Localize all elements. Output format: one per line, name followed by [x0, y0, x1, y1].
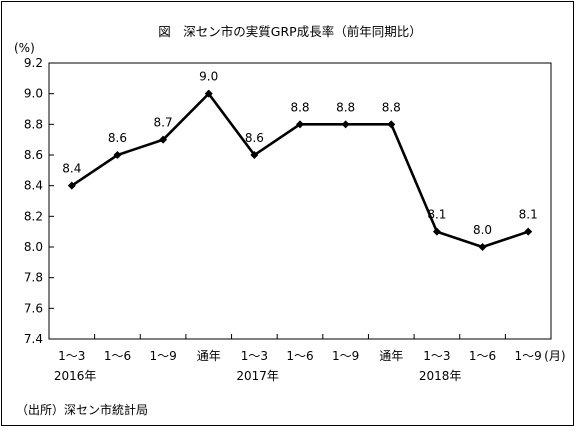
data-point-marker: [204, 89, 213, 98]
plot-area: [48, 62, 552, 340]
y-tick-label: 9.2: [24, 56, 43, 70]
x-tick-label: 通年: [197, 349, 221, 363]
data-label: 8.6: [108, 131, 127, 145]
data-point-marker: [296, 120, 304, 129]
data-label: 8.4: [62, 162, 81, 176]
y-tick-label: 8.0: [24, 240, 43, 254]
x-tick-label: 1～6: [104, 349, 131, 363]
y-tick-label: 8.4: [24, 179, 43, 193]
y-tick-label: 7.8: [24, 271, 43, 285]
data-point-marker: [250, 151, 259, 159]
x-axis-unit-label: (月): [544, 349, 565, 363]
x-tick-label: 1～9: [332, 349, 359, 363]
data-label: 8.1: [427, 208, 446, 222]
y-axis: 9.2 9.0 8.8 8.6 8.4 8.2 8.0 7.8 7.6 7.4: [24, 56, 54, 346]
y-tick-label: 7.4: [24, 332, 43, 346]
data-point-marker: [341, 120, 350, 129]
chart-title: 図 深セン市の実質GRP成長率（前年同期比）: [158, 24, 421, 39]
x-tick-label: 1～3: [423, 349, 450, 363]
data-point-marker: [478, 243, 487, 251]
data-point-marker: [159, 135, 168, 144]
source-note: （出所）深セン市統計局: [16, 402, 148, 417]
data-label: 8.7: [154, 116, 173, 130]
year-label: 2016年: [54, 369, 97, 383]
data-label: 8.8: [382, 100, 401, 114]
data-label: 9.0: [199, 70, 218, 84]
data-point-marker: [524, 227, 533, 236]
y-axis-unit-label: (%): [14, 41, 35, 55]
y-tick-label: 8.8: [24, 117, 43, 131]
x-tick-label: 通年: [379, 349, 403, 363]
data-point-marker: [113, 151, 122, 159]
x-axis: 1～3 1～6 1～9 通年 1～3 1～6 1～9 通年 1～3 1～6 1～9 (月)2016年 2…: [54, 334, 566, 383]
data-label: 8.8: [290, 100, 309, 114]
y-tick-label: 8.2: [24, 209, 43, 223]
y-tick-label: 7.6: [24, 301, 43, 315]
data-label: 8.1: [519, 208, 538, 222]
y-tick-label: 8.6: [24, 148, 43, 162]
y-tick-label: 9.0: [24, 87, 43, 101]
series-group: [67, 89, 533, 251]
year-label: 2018年: [419, 369, 462, 383]
data-label: 8.6: [245, 131, 264, 145]
x-tick-label: 1～9: [515, 349, 542, 363]
x-tick-label: 1～6: [286, 349, 313, 363]
x-tick-label: 1～6: [469, 349, 496, 363]
data-label: 8.8: [336, 100, 355, 114]
data-point-marker: [67, 181, 76, 190]
data-point-marker: [432, 227, 441, 236]
data-point-marker: [387, 120, 396, 129]
x-tick-label: 1～9: [149, 349, 176, 363]
chart-frame: 図 深セン市の実質GRP成長率（前年同期比） (%) 9.2 9.0 8.8 8.6 8…: [1, 1, 574, 426]
data-label: 8.0: [473, 223, 492, 237]
series-line: [71, 91, 529, 249]
x-tick-label: 1～3: [241, 349, 268, 363]
data-labels: 8.4 8.6 8.7 9.0 8.6 8.8 8.8 8.8 8.1 8.0 8.1: [62, 70, 537, 237]
x-tick-label: 1～3: [58, 349, 85, 363]
year-label: 2017年: [236, 369, 279, 383]
